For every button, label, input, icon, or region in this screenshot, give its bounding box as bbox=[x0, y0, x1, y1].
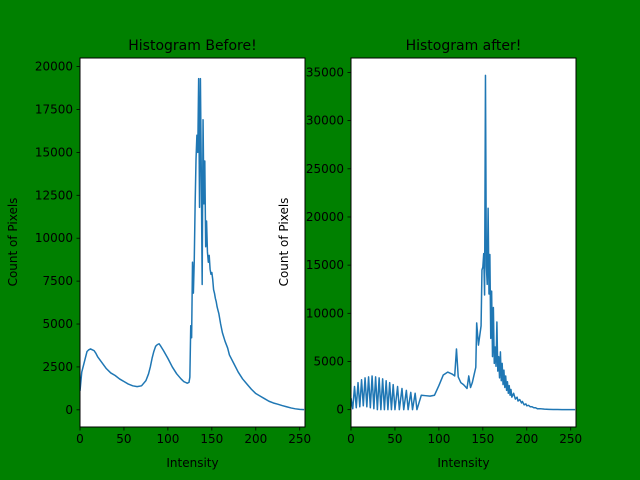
before-histogram-panel: Histogram Before! 0 50 100 150 200 250 0 2500 5… bbox=[6, 38, 311, 470]
after-y-tick-label: 5000 bbox=[313, 354, 344, 368]
before-x-axis-label: Intensity bbox=[166, 456, 218, 470]
after-y-tick-label: 0 bbox=[336, 403, 344, 417]
before-y-tick-label: 17500 bbox=[35, 102, 73, 116]
before-y-tick-label: 7500 bbox=[42, 274, 73, 288]
after-y-tick-label: 25000 bbox=[306, 162, 344, 176]
before-y-tick-label: 5000 bbox=[42, 317, 73, 331]
before-series-group bbox=[80, 77, 305, 411]
before-x-tick-label: 200 bbox=[244, 432, 267, 446]
after-x-axis-label: Intensity bbox=[437, 456, 489, 470]
before-y-tick-label: 15000 bbox=[35, 145, 73, 159]
before-y-tick-label: 0 bbox=[65, 403, 73, 417]
after-plot-frame bbox=[350, 57, 577, 428]
after-y-tick-label: 10000 bbox=[306, 306, 344, 320]
after-x-tick-label: 0 bbox=[347, 432, 355, 446]
after-y-tick-label: 15000 bbox=[306, 258, 344, 272]
after-y-tick-label: 30000 bbox=[306, 114, 344, 128]
before-x-tick-label: 0 bbox=[76, 432, 84, 446]
after-x-tick-label: 100 bbox=[427, 432, 450, 446]
before-plot-area bbox=[80, 58, 305, 427]
before-plot-frame bbox=[79, 57, 306, 428]
before-y-axis-label: Count of Pixels bbox=[6, 198, 20, 287]
before-x-tick-label: 150 bbox=[200, 432, 223, 446]
before-y-tick-label: 12500 bbox=[35, 188, 73, 202]
before-x-tick-label: 250 bbox=[288, 432, 311, 446]
after-x-tick-label: 150 bbox=[471, 432, 494, 446]
before-y-tick-label: 2500 bbox=[42, 360, 73, 374]
before-x-tick-label: 100 bbox=[156, 432, 179, 446]
after-x-tick-label: 50 bbox=[387, 432, 402, 446]
before-x-ticks: 0 50 100 150 200 250 bbox=[76, 427, 311, 446]
after-plot-area bbox=[351, 58, 576, 427]
after-y-tick-label: 35000 bbox=[306, 65, 344, 79]
after-histogram-panel: Histogram after! 0 50 100 150 200 250 0 5000 10… bbox=[277, 38, 582, 470]
before-y-ticks: 0 2500 5000 7500 10000 12500 15000 17500 20000 bbox=[35, 60, 80, 417]
after-y-tick-label: 20000 bbox=[306, 210, 344, 224]
after-y-ticks: 0 5000 10000 15000 20000 25000 30000 35000 bbox=[306, 65, 351, 417]
after-series-group bbox=[351, 74, 576, 411]
before-y-tick-label: 10000 bbox=[35, 231, 73, 245]
after-x-tick-label: 250 bbox=[559, 432, 582, 446]
before-chart-title: Histogram Before! bbox=[128, 38, 256, 54]
after-y-axis-label: Count of Pixels bbox=[277, 198, 291, 287]
after-x-ticks: 0 50 100 150 200 250 bbox=[347, 427, 582, 446]
after-chart-title: Histogram after! bbox=[406, 38, 522, 54]
before-y-tick-label: 20000 bbox=[35, 60, 73, 74]
before-series-line bbox=[80, 77, 305, 411]
before-x-tick-label: 50 bbox=[116, 432, 131, 446]
after-series-line bbox=[351, 74, 576, 411]
after-x-tick-label: 200 bbox=[515, 432, 538, 446]
